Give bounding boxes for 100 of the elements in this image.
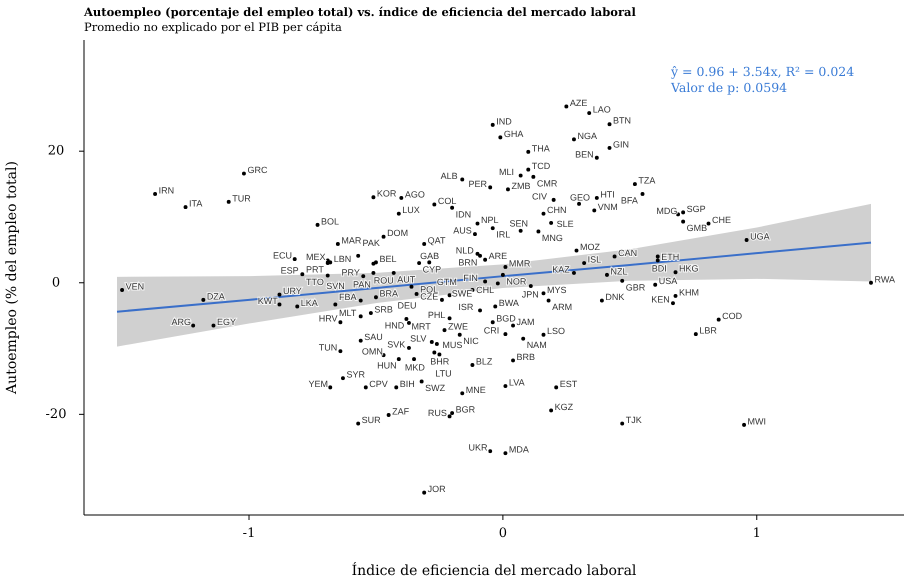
- data-label: SAU: [364, 332, 383, 342]
- data-label: NIC: [463, 336, 480, 346]
- data-label: CAN: [618, 248, 638, 258]
- data-label: CHE: [712, 215, 732, 226]
- data-label: ZWE: [448, 322, 468, 332]
- data-label: SVK: [387, 339, 406, 350]
- data-label: BOL: [321, 216, 340, 226]
- data-label: BTN: [613, 116, 632, 126]
- data-label: LTU: [435, 368, 452, 378]
- data-label: TUR: [232, 193, 252, 204]
- data-label: LUX: [402, 205, 420, 216]
- data-label: SGP: [686, 204, 706, 214]
- data-label: COD: [722, 311, 743, 322]
- data-label: BRA: [379, 288, 398, 299]
- data-label: PHL: [428, 310, 446, 320]
- data-label: IND: [496, 116, 512, 126]
- data-label: GRC: [247, 165, 268, 176]
- data-label: VEN: [126, 282, 144, 292]
- data-label: QAT: [428, 235, 446, 246]
- data-label: AUS: [453, 226, 472, 236]
- data-label: HRV: [318, 314, 338, 324]
- data-label: GIN: [613, 139, 630, 150]
- chart-title: Autoempleo (porcentaje del empleo total) vs. índice de eficiencia del mercado laboral: [83, 5, 636, 19]
- data-label: MDA: [508, 444, 529, 455]
- data-label: ARE: [488, 251, 508, 262]
- data-label: MWI: [748, 416, 766, 426]
- data-label: DNK: [605, 292, 624, 302]
- data-label: GHA: [504, 128, 524, 139]
- y-tick-label: -20: [46, 406, 66, 422]
- data-label: VNM: [598, 202, 618, 212]
- data-label: CYP: [422, 264, 442, 275]
- data-label: EGY: [216, 317, 236, 328]
- data-label: TCD: [532, 161, 551, 172]
- data-label: SWZ: [425, 382, 446, 393]
- data-label: BRB: [516, 352, 536, 362]
- data-label: THA: [532, 143, 550, 154]
- x-tick-label: -1: [242, 526, 256, 541]
- data-label: NGA: [577, 130, 597, 141]
- data-label: AGO: [404, 189, 425, 200]
- data-label: TTO: [306, 277, 324, 288]
- data-label: LVA: [508, 378, 525, 388]
- data-label: JOR: [428, 484, 446, 494]
- data-label: NAM: [526, 340, 547, 350]
- data-label: EST: [560, 378, 578, 389]
- data-label: HUN: [377, 360, 397, 371]
- data-label: PRT: [306, 264, 324, 275]
- data-label: KWT: [258, 296, 278, 306]
- data-label: ISL: [588, 254, 602, 265]
- data-label: MAR: [341, 235, 362, 246]
- data-label: USA: [658, 276, 678, 286]
- data-label: MNE: [466, 384, 486, 395]
- data-label: RWA: [874, 274, 896, 284]
- data-label: IDN: [456, 209, 472, 220]
- data-label: ARG: [171, 317, 191, 328]
- data-label: ALB: [440, 170, 458, 181]
- data-label: BEN: [575, 149, 594, 160]
- data-label: YEM: [308, 378, 328, 389]
- data-label: BGR: [456, 404, 476, 415]
- data-label: MEX: [306, 252, 326, 262]
- data-label: MYS: [547, 284, 567, 295]
- data-label: KEN: [651, 294, 670, 305]
- y-tick-label: 0: [52, 275, 60, 290]
- data-label: PRY: [342, 268, 360, 278]
- data-label: NZL: [610, 266, 628, 276]
- data-label: SEN: [509, 218, 528, 229]
- data-label: BRN: [458, 257, 478, 268]
- data-label: ECU: [273, 250, 292, 261]
- data-label: HTI: [600, 189, 615, 200]
- data-label: HKG: [679, 264, 699, 274]
- data-label: LBR: [699, 326, 718, 336]
- data-label: GAB: [420, 250, 440, 261]
- data-label: MUS: [442, 340, 462, 350]
- annotation: Valor de p: 0.0594: [670, 80, 788, 95]
- data-label: PAK: [362, 238, 380, 248]
- data-label: LBN: [334, 254, 352, 264]
- data-label: MKD: [404, 362, 426, 373]
- data-label: SRB: [374, 304, 393, 315]
- data-label: MLI: [498, 167, 514, 178]
- data-label: BHR: [430, 356, 450, 367]
- data-label: BFA: [620, 195, 638, 206]
- data-label: ISR: [458, 302, 474, 312]
- data-label: PER: [468, 178, 488, 189]
- data-label: JPN: [522, 290, 539, 300]
- data-label: HND: [384, 320, 405, 330]
- data-label: URY: [282, 286, 302, 296]
- data-label: BDI: [652, 264, 667, 274]
- data-label: CIV: [532, 191, 547, 202]
- data-label: SUR: [362, 415, 382, 426]
- data-label: BLZ: [476, 356, 493, 366]
- data-label: AUT: [397, 274, 416, 284]
- data-label: GMB: [686, 223, 708, 234]
- data-label: KHM: [679, 287, 700, 298]
- data-label: COL: [438, 196, 456, 206]
- annotation: ŷ = 0.96 + 3.54x, R² = 0.024: [670, 64, 854, 79]
- data-label: KOR: [376, 188, 397, 199]
- data-label: NOR: [506, 276, 527, 286]
- data-label: SYR: [346, 370, 366, 380]
- y-axis-title: Autoempleo (% del empleo total): [4, 161, 20, 395]
- data-label: ROU: [374, 276, 394, 286]
- data-label: DZA: [206, 291, 225, 302]
